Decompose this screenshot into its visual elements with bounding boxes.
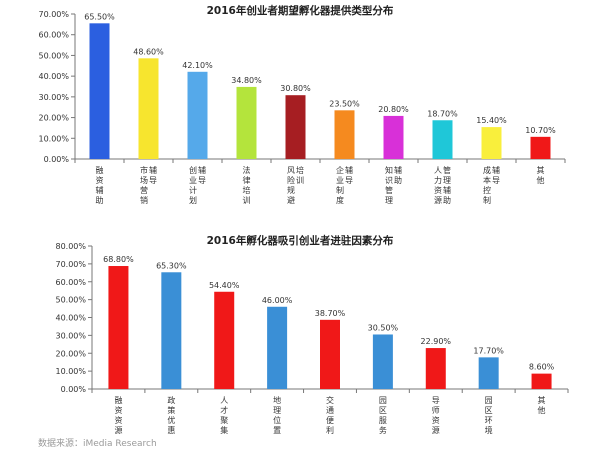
data-label: 8.60% (529, 363, 555, 372)
data-label: 38.70% (315, 309, 346, 318)
bar (108, 266, 129, 389)
data-label: 34.80% (231, 76, 262, 85)
x-tick-label: 交通便利 (326, 395, 334, 435)
bar (214, 291, 235, 389)
y-tick-label: 20.00% (38, 114, 69, 123)
data-label: 30.80% (280, 84, 311, 93)
chart-incubator-service-expectations: 2016年创业者期望孵化器提供类型分布 0.00% 10.00% 20.00% 30.… (38, 4, 566, 205)
bar (161, 272, 182, 389)
x-tick-label: 其他 (537, 166, 545, 185)
data-label: 68.80% (103, 255, 134, 264)
bar (530, 136, 551, 159)
y-tick-label: 70.00% (38, 10, 69, 19)
x-tick-label: 知识管理辅助 (385, 165, 402, 205)
data-label: 20.80% (378, 105, 409, 114)
data-label: 10.70% (525, 126, 556, 135)
source-note: 数据来源：iMedia Research (38, 439, 157, 449)
y-tick-label: 30.00% (55, 331, 86, 340)
bar (372, 334, 393, 389)
bar (285, 95, 306, 159)
x-tick-label: 人才聚集 (220, 396, 228, 435)
bar (478, 357, 499, 389)
bar (89, 23, 110, 160)
x-tick-label: 风险规避培训 (287, 165, 304, 205)
x-tick-label: 市场营销辅导 (140, 165, 157, 205)
y-tick-label: 70.00% (55, 260, 86, 269)
x-tick-label: 企业制度辅导 (336, 165, 353, 205)
x-tick-label: 地理位置 (273, 395, 281, 435)
data-label: 30.50% (368, 323, 399, 332)
y-tick-label: 0.00% (44, 155, 70, 164)
x-tick-label: 人力资源管理辅助 (434, 165, 451, 205)
data-label: 42.10% (182, 61, 213, 70)
chart-title: 2016年创业者期望孵化器提供类型分布 (207, 4, 394, 17)
y-tick-label: 30.00% (38, 93, 69, 102)
bar (432, 120, 453, 159)
data-label: 17.70% (473, 346, 504, 355)
bar (138, 58, 159, 160)
data-label: 65.30% (156, 261, 187, 270)
data-label: 54.40% (209, 281, 240, 290)
bar (481, 127, 502, 159)
data-label: 18.70% (427, 109, 458, 118)
bar (334, 110, 355, 159)
y-tick-label: 40.00% (55, 314, 86, 323)
x-tick-label: 政策优惠 (167, 395, 175, 435)
x-tick-label: 园区环境 (485, 396, 493, 435)
bar (187, 71, 208, 159)
bar (236, 86, 257, 159)
y-tick-label: 10.00% (55, 367, 86, 376)
y-tick-label: 50.00% (38, 51, 69, 60)
data-label: 65.50% (84, 12, 115, 21)
data-label: 48.60% (133, 47, 164, 56)
bar (425, 348, 446, 389)
y-tick-label: 40.00% (38, 72, 69, 81)
y-tick-label: 80.00% (55, 242, 86, 251)
bar (320, 319, 340, 389)
y-tick-label: 20.00% (55, 349, 86, 358)
data-label: 22.90% (421, 337, 452, 346)
x-tick-label: 导师资源 (432, 396, 440, 435)
bar (267, 306, 288, 389)
x-tick-label: 成本控制辅导 (483, 165, 500, 205)
x-tick-label: 创业计划辅导 (189, 165, 206, 205)
x-tick-label: 法律培训 (243, 165, 251, 205)
x-tick-label: 融资资源 (114, 395, 122, 435)
y-tick-label: 60.00% (55, 278, 86, 287)
bar (531, 373, 552, 389)
y-tick-label: 60.00% (38, 31, 69, 40)
x-tick-label: 园区服务 (379, 396, 387, 435)
bar (383, 115, 404, 159)
chart-title: 2016年孵化器吸引创业者进驻因素分布 (207, 234, 394, 247)
chart-incubator-attraction-factors: 2016年孵化器吸引创业者进驻因素分布 0.00% 10.00% 20.00% 30.… (55, 234, 569, 435)
y-tick-label: 50.00% (55, 296, 86, 305)
data-label: 46.00% (262, 296, 293, 305)
x-tick-label: 融资辅助 (96, 165, 104, 205)
y-tick-label: 10.00% (38, 134, 69, 143)
data-label: 23.50% (329, 99, 360, 108)
y-tick-label: 0.00% (61, 385, 87, 394)
data-label: 15.40% (476, 116, 507, 125)
x-tick-label: 其他 (538, 396, 546, 415)
